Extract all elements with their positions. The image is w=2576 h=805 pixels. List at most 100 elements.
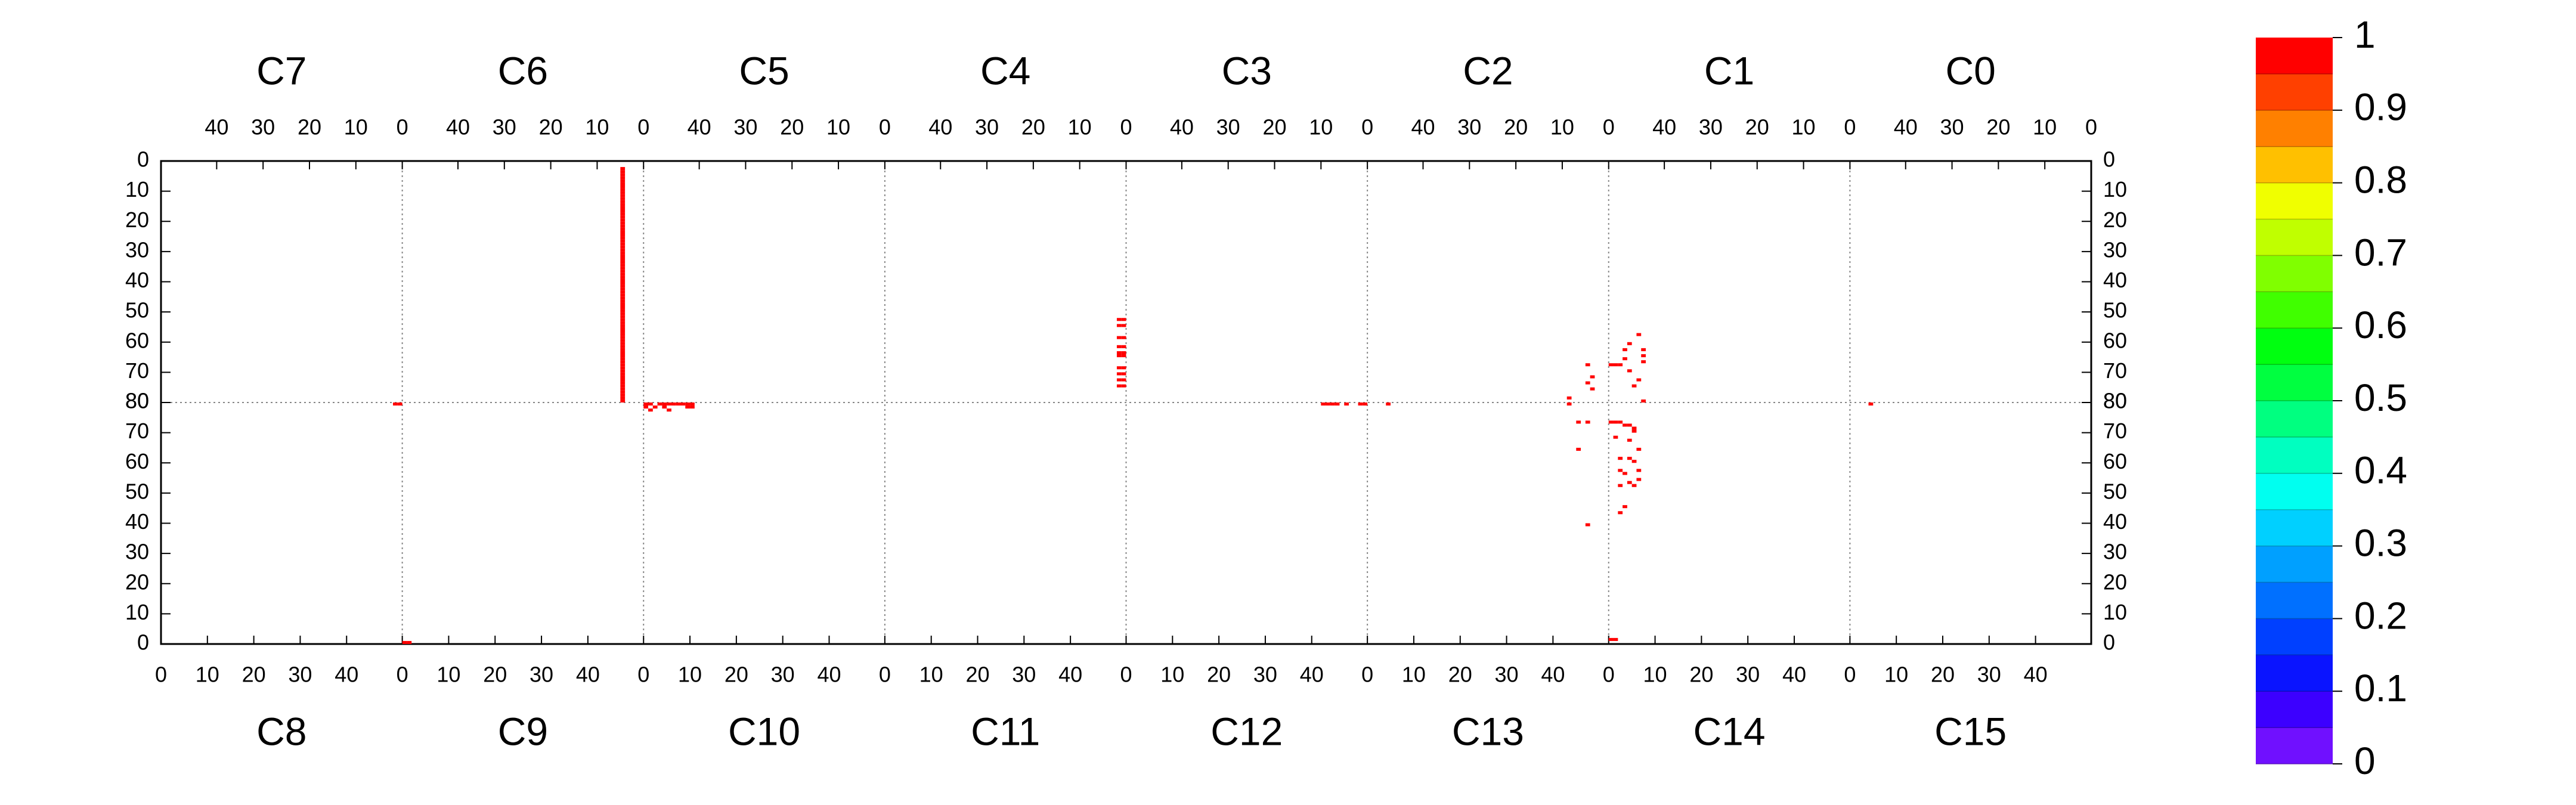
hit-cell [620, 200, 626, 203]
colorbar-band [2256, 436, 2333, 474]
x-tick-label: 10 [1402, 662, 1426, 687]
hit-cell [620, 296, 626, 300]
hit-cell [1386, 402, 1391, 406]
x-tick-label: 0 [637, 662, 649, 687]
hit-cell [1116, 384, 1122, 388]
x-tick-label: 20 [1448, 662, 1472, 687]
hit-cell [620, 227, 626, 231]
hit-cell [1116, 366, 1122, 370]
x-tick-label: 10 [678, 662, 702, 687]
hit-cell [1335, 402, 1340, 406]
hit-cell [1631, 384, 1637, 388]
x-tick-label: 20 [539, 115, 563, 140]
x-tick-label: 0 [1120, 662, 1132, 687]
colorbar-tick-label: 1 [2354, 13, 2376, 56]
y-tick-label: 80 [125, 389, 149, 413]
colorbar-tick-label: 0.6 [2354, 304, 2407, 346]
panel-title: C1 [1704, 48, 1754, 92]
y-tick-label: 70 [2103, 358, 2127, 383]
x-tick-label: 10 [1160, 662, 1184, 687]
hit-cell [620, 287, 626, 291]
colorbar-band [2256, 182, 2333, 219]
hit-cell [620, 381, 626, 385]
hit-cell [620, 261, 626, 264]
hit-cell [676, 402, 681, 406]
x-tick-label: 40 [1170, 115, 1194, 140]
hit-cell [1585, 363, 1590, 367]
hit-cell [1590, 375, 1595, 379]
x-tick-label: 20 [1504, 115, 1528, 140]
hit-cell [1627, 342, 1632, 345]
colorbar-tick-label: 0.9 [2354, 86, 2407, 129]
hit-cell [620, 336, 626, 339]
x-tick-label: 40 [1541, 662, 1565, 687]
x-tick-label: 20 [1986, 115, 2010, 140]
hit-cell [1116, 378, 1122, 382]
hit-cell [407, 640, 412, 644]
panel-title: C10 [728, 709, 800, 753]
hit-cell [620, 375, 626, 379]
panel-title: C3 [1222, 48, 1272, 92]
x-tick-label: 10 [1792, 115, 1816, 140]
y-tick-label: 40 [125, 268, 149, 292]
x-tick-label: 30 [1940, 115, 1964, 140]
x-tick-label: 10 [1884, 662, 1908, 687]
colorbar-band [2256, 219, 2333, 256]
x-tick-label: 30 [771, 662, 795, 687]
y-tick-label: 50 [2103, 298, 2127, 323]
hit-cell [1627, 457, 1632, 460]
hit-cell [1627, 369, 1632, 373]
hit-cell [657, 402, 662, 406]
hit-cell [1623, 472, 1627, 475]
hit-cell [1613, 435, 1618, 439]
x-tick-label: 30 [975, 115, 999, 140]
x-tick-label: 40 [446, 115, 470, 140]
hit-cell [1636, 478, 1642, 481]
hit-cell [620, 315, 626, 318]
x-tick-label: 30 [530, 662, 553, 687]
hit-cell [685, 402, 691, 406]
hit-cell [685, 405, 691, 409]
hit-cell [1116, 324, 1122, 327]
y-tick-label: 30 [125, 540, 149, 564]
x-tick-label: 30 [1495, 662, 1519, 687]
hit-cell [1121, 351, 1126, 354]
x-tick-label: 40 [335, 662, 358, 687]
hit-cell [1631, 484, 1637, 487]
x-tick-label: 10 [585, 115, 609, 140]
x-tick-label: 0 [397, 115, 408, 140]
x-tick-label: 10 [1643, 662, 1667, 687]
hit-cell [620, 194, 626, 197]
hit-cell [620, 275, 626, 279]
hit-cell [620, 363, 626, 367]
hit-cell [648, 408, 653, 412]
x-tick-label: 20 [1262, 115, 1286, 140]
hit-cell [1585, 523, 1590, 527]
x-tick-label: 30 [733, 115, 757, 140]
hit-cell [620, 351, 626, 354]
x-tick-label: 30 [1977, 662, 2001, 687]
y-tick-label: 40 [2103, 509, 2127, 534]
colorbar-band [2256, 292, 2333, 329]
hit-cell [1627, 423, 1632, 427]
hit-cell [620, 167, 626, 171]
hit-cell [620, 206, 626, 209]
hit-cell [620, 221, 626, 225]
hit-cell [620, 354, 626, 358]
y-tick-label: 70 [125, 358, 149, 383]
hit-cell [620, 312, 626, 315]
hit-cell [620, 242, 626, 246]
x-tick-label: 30 [251, 115, 275, 140]
y-tick-label: 30 [2103, 237, 2127, 262]
hit-cell [620, 258, 626, 261]
hit-cell [643, 405, 649, 409]
x-tick-label: 40 [2024, 662, 2048, 687]
hit-cell [620, 309, 626, 312]
x-tick-label: 0 [879, 115, 891, 140]
x-tick-label: 40 [1652, 115, 1676, 140]
x-tick-label: 30 [1699, 115, 1723, 140]
hit-cell [1363, 402, 1368, 406]
hit-cell [1121, 384, 1126, 388]
hit-cell [1613, 363, 1618, 367]
hit-cell [620, 170, 626, 174]
